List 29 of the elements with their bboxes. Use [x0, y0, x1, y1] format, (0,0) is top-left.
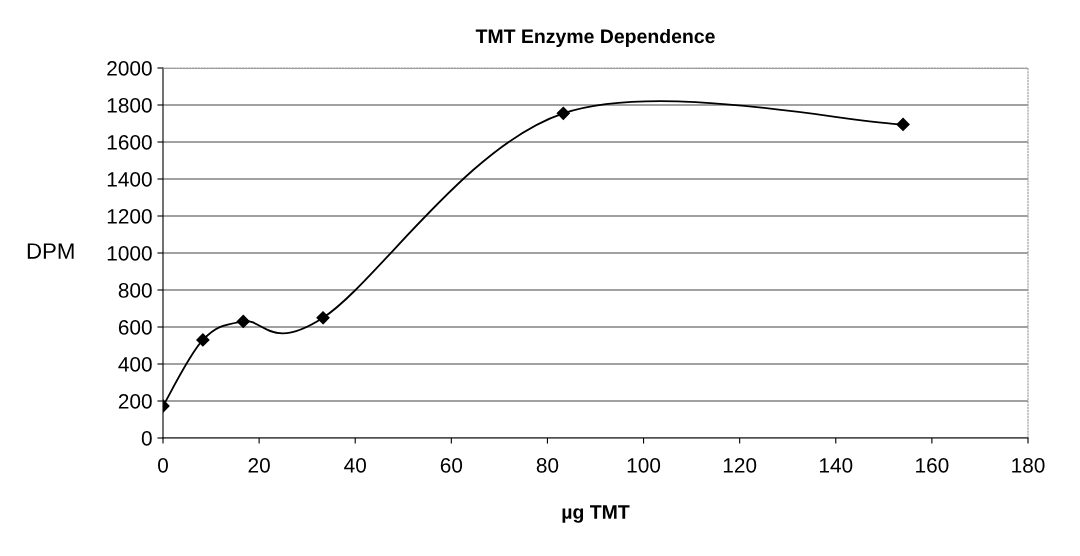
y-tick-label: 600 [118, 320, 152, 335]
y-tick-label: 1600 [107, 135, 152, 150]
x-tick-label: 180 [1012, 457, 1045, 473]
x-tick-label: 60 [440, 457, 463, 473]
y-tick-label: 2000 [107, 61, 152, 76]
y-tick-label: 400 [118, 357, 152, 372]
x-tick-label: 40 [344, 457, 366, 473]
point [316, 311, 330, 325]
y-tick-label: 200 [118, 394, 152, 409]
point [556, 106, 570, 120]
y-tick-label: 1000 [107, 246, 152, 261]
y-tick-label: 1200 [107, 209, 152, 224]
point [236, 314, 250, 329]
x-tick-label: 0 [158, 457, 168, 473]
y-tick-label: 1800 [107, 98, 152, 113]
x-tick-label: 80 [536, 457, 559, 473]
x-axis-title: µg TMT [562, 505, 630, 523]
x-tick-label: 140 [819, 457, 853, 473]
x-tick-label: 100 [627, 457, 661, 473]
y-tick-label: 1400 [107, 172, 152, 187]
x-tick-label: 160 [916, 457, 949, 473]
y-axis-title: DPM [27, 243, 74, 259]
y-tick-label: 0 [141, 431, 152, 446]
chart-title: TMT Enzyme Dependence [475, 28, 715, 48]
point [196, 333, 210, 347]
x-tick-label: 20 [248, 457, 270, 473]
point [896, 117, 910, 132]
x-tick-label: 120 [723, 457, 757, 473]
y-tick-label: 800 [118, 283, 152, 298]
